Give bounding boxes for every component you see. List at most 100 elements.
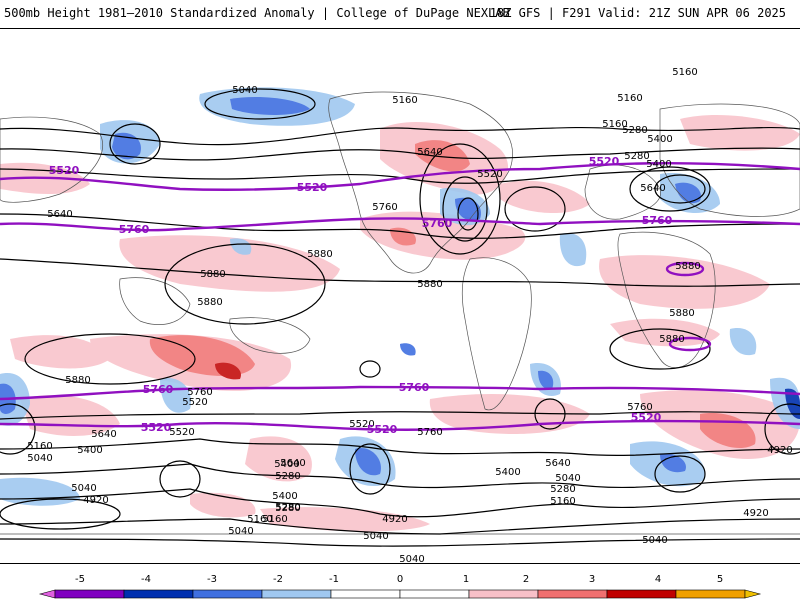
height-label: 5040 [642,535,667,546]
height-label: 5400 [495,467,520,478]
height-label: 5280 [275,471,300,482]
height-label: 5760 [417,427,442,438]
map-title: 500mb Height 1981–2010 Standardized Anom… [4,6,510,20]
colorbar-segment [468,589,539,599]
height-label: 5160 [262,514,287,525]
key-contours [0,162,800,431]
height-label: 5400 [272,491,297,502]
key-label: 5760 [422,217,453,230]
key-label: 5520 [367,423,398,436]
height-label: 5400 [77,445,102,456]
key-label: 5520 [589,155,620,168]
height-label: 5880 [200,269,225,280]
key-label: 5520 [631,411,662,424]
coastlines [0,91,800,535]
model-run-valid-time: 18Z GFS | F291 Valid: 21Z SUN APR 06 202… [489,6,786,20]
height-label: 5400 [274,459,299,470]
height-label: 5880 [65,375,90,386]
height-contours [0,88,800,547]
colorbar-segment [54,589,125,599]
colorbar-tick: -5 [75,574,85,585]
colorbar-tick: 2 [523,574,529,585]
height-label: 5760 [372,202,397,213]
height-label: 5880 [669,308,694,319]
colorbar-end-right [744,589,762,599]
height-label: 5880 [659,334,684,345]
colorbar-svg: -5 -4 -3 -2 -1 0 1 2 3 4 5 [38,574,762,599]
colorbar-tick: 5 [717,574,723,585]
map-canvas: 5040 5160 5160 5280 5400 5520 5640 5760 … [0,29,800,565]
colorbar-tick: 3 [589,574,595,585]
colorbar-segment [330,589,401,599]
colorbar-segment [537,589,608,599]
key-label: 5520 [297,181,328,194]
colorbar-tick: 1 [463,574,469,585]
height-label: 5640 [545,458,570,469]
height-label: 5520 [477,169,502,180]
height-label: 5040 [232,85,257,96]
height-label: 5640 [417,147,442,158]
colorbar-segment [123,589,194,599]
height-label: 5040 [27,453,52,464]
colorbar-segment [192,589,263,599]
height-label: 4920 [382,514,407,525]
key-label: 5520 [141,421,172,434]
height-label: 5400 [647,134,672,145]
height-label: 5640 [640,183,665,194]
height-label: 5880 [197,297,222,308]
height-label: 5160 [672,67,697,78]
colorbar-segment [261,589,332,599]
height-label: 5040 [399,554,424,563]
height-label: 5520 [169,427,194,438]
height-label: 5280 [550,484,575,495]
height-label: 5640 [91,429,116,440]
height-label: 5280 [275,503,300,514]
key-label: 5760 [143,383,174,396]
height-label: 5160 [27,441,52,452]
height-label: 5280 [622,125,647,136]
key-label: 5760 [642,214,673,227]
height-label: 5040 [228,526,253,537]
height-label: 5520 [182,397,207,408]
height-label: 5880 [417,279,442,290]
colorbar-tick: -1 [329,574,339,585]
colorbar-tick: -2 [273,574,283,585]
height-label: 5640 [47,209,72,220]
colorbar-tick: -3 [207,574,217,585]
colorbar-tick-labels: -5 -4 -3 -2 -1 0 1 2 3 4 5 [75,574,723,585]
height-label: 5760 [187,387,212,398]
colorbar-segment [606,589,677,599]
colorbar-tick: -4 [141,574,151,585]
height-label: 4920 [767,445,792,456]
colorbar-segments [38,589,762,599]
key-contour-labels: 5520 5520 5520 5520 5520 5760 5760 5760 … [49,155,673,436]
colorbar: -5 -4 -3 -2 -1 0 1 2 3 4 5 [0,570,800,600]
height-label: 4920 [83,495,108,506]
header: 500mb Height 1981–2010 Standardized Anom… [0,0,800,26]
height-label: 5520 [349,419,374,430]
height-label: 5880 [307,249,332,260]
colorbar-tick: 4 [655,574,661,585]
height-label: 5040 [555,473,580,484]
height-label: 5160 [550,496,575,507]
height-label: 5760 [627,402,652,413]
height-label: 5160 [247,514,272,525]
negative-anomaly-shading [0,87,800,506]
weather-map: 5040 5160 5160 5280 5400 5520 5640 5760 … [0,28,800,565]
height-label: 5280 [624,151,649,162]
height-label: 5040 [363,531,388,542]
height-label: 5160 [617,93,642,104]
colorbar-segment [675,589,746,599]
height-label: 5880 [675,261,700,272]
colorbar-tick: 0 [397,574,403,585]
height-label: 5040 [71,483,96,494]
height-labels: 5040 5160 5160 5280 5400 5520 5640 5760 … [27,67,792,565]
key-label: 5760 [119,223,150,236]
height-label: 4920 [743,508,768,519]
height-label: 5400 [646,159,671,170]
key-label: 5760 [399,381,430,394]
height-label: 5160 [392,95,417,106]
colorbar-end-left [38,589,56,599]
height-label: 5280 [275,502,300,513]
key-label: 5520 [49,164,80,177]
